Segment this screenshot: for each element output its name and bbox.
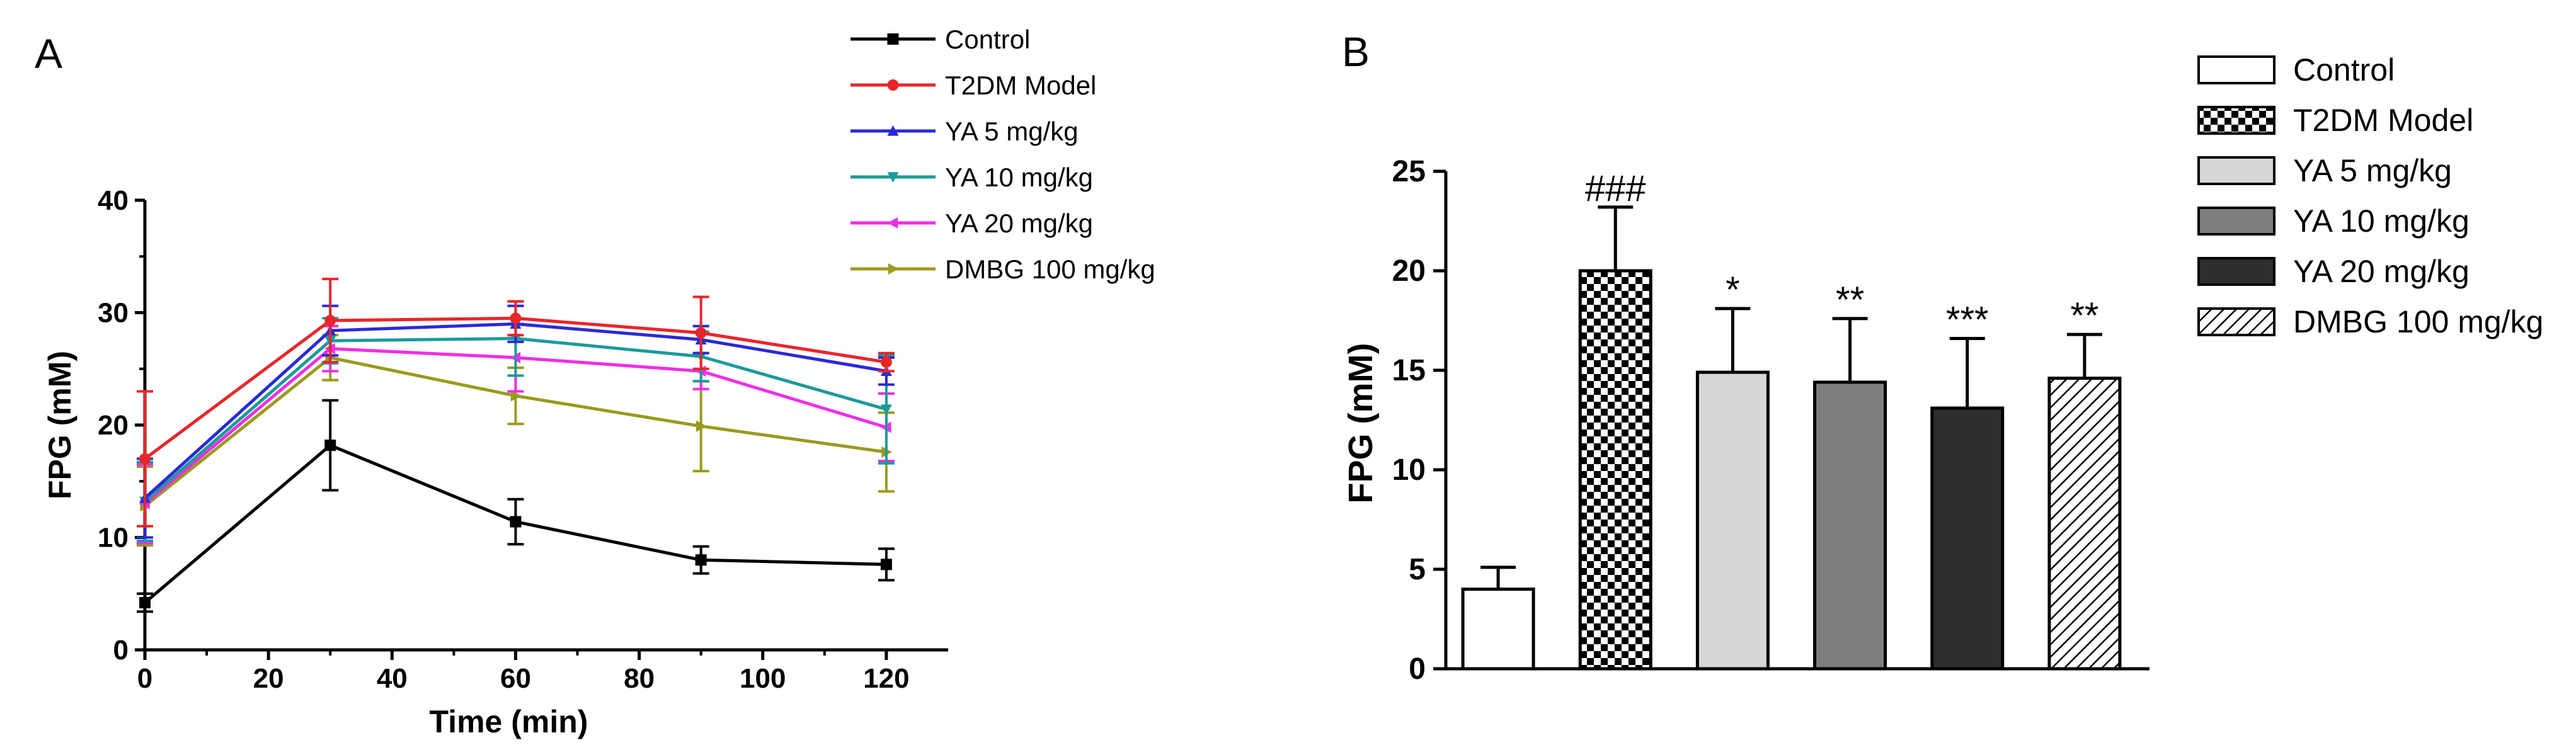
data-point-control xyxy=(695,554,707,566)
data-point-t2dm xyxy=(880,356,892,368)
legend-label: Control xyxy=(2293,52,2395,88)
legend-label: YA 5 mg/kg xyxy=(2293,153,2452,188)
legend-label: YA 20 mg/kg xyxy=(945,208,1093,238)
bar-group: * xyxy=(1695,270,1770,671)
bar-group: ### xyxy=(1578,168,1652,671)
y-axis-title: FPG (mM) xyxy=(42,351,77,499)
legend-entry: YA 10 mg/kg xyxy=(2197,203,2470,239)
legend-entry: YA 20 mg/kg xyxy=(850,208,1093,238)
data-point-dmbg xyxy=(510,390,522,402)
data-point-t2dm xyxy=(324,314,336,326)
bar xyxy=(1461,588,1535,671)
data-point-dmbg xyxy=(696,420,707,432)
bar xyxy=(1813,380,1887,671)
bar-group xyxy=(1461,565,1535,671)
x-tick-label: 0 xyxy=(137,663,152,694)
significance-label: ** xyxy=(2070,295,2098,336)
bar xyxy=(1930,406,2005,671)
data-point-control xyxy=(324,440,336,452)
x-tick-label: 80 xyxy=(624,663,655,694)
y-tick-label: 15 xyxy=(1392,354,1426,387)
significance-label: ### xyxy=(1585,168,1646,209)
legend-entry: Control xyxy=(850,25,1030,54)
legend-label: YA 20 mg/kg xyxy=(2293,254,2470,289)
legend-marker xyxy=(887,79,899,91)
y-tick-label: 40 xyxy=(98,185,129,216)
legend-swatch xyxy=(2197,207,2275,236)
panel-b-letter: B xyxy=(1342,28,1370,75)
y-tick-label: 25 xyxy=(1392,155,1426,188)
series-t2dm xyxy=(137,277,895,528)
legend-swatch xyxy=(2197,156,2275,185)
panel-a-letter: A xyxy=(35,30,62,77)
legend-entry: T2DM Model xyxy=(2197,103,2473,138)
data-point-t2dm xyxy=(139,453,151,465)
bar xyxy=(1695,370,1770,671)
significance-label: *** xyxy=(1946,299,1989,340)
panel-a-line-chart: 0 10 20 30 40 0 20 40 60 80 100 120 Time (min) FPG (m… xyxy=(42,25,1155,739)
legend-swatch xyxy=(2197,106,2275,135)
data-point-control xyxy=(510,516,522,528)
legend-entry: Control xyxy=(2197,52,2395,88)
bar-group: *** xyxy=(1930,299,2005,671)
y-tick-label: 20 xyxy=(98,410,129,441)
legend-entry: YA 5 mg/kg xyxy=(2197,153,2452,188)
data-point-t2dm xyxy=(510,312,522,324)
x-tick-label: 120 xyxy=(863,663,909,694)
legend-entry: YA 10 mg/kg xyxy=(850,162,1093,192)
bar xyxy=(2047,377,2122,671)
x-tick-label: 100 xyxy=(740,663,786,694)
bar-group: ** xyxy=(1813,280,1887,671)
legend-label: DMBG 100 mg/kg xyxy=(945,254,1155,284)
data-point-control xyxy=(139,597,151,609)
legend-swatch xyxy=(2197,55,2275,84)
data-point-control xyxy=(880,559,892,571)
legend-entry: T2DM Model xyxy=(850,71,1096,100)
legend-entry: YA 20 mg/kg xyxy=(2197,254,2470,289)
legend-marker xyxy=(887,172,899,183)
y-tick-label: 10 xyxy=(98,523,129,554)
bar xyxy=(1578,269,1652,671)
legend-label: YA 5 mg/kg xyxy=(945,116,1079,146)
legend-swatch xyxy=(2197,257,2275,286)
y-axis-title: FPG (mM) xyxy=(1342,343,1380,504)
significance-label: * xyxy=(1726,270,1740,310)
y-tick-label: 10 xyxy=(1392,453,1426,487)
bar-group: ** xyxy=(2047,295,2122,671)
legend-swatch xyxy=(2197,307,2275,336)
legend-marker xyxy=(887,33,899,45)
legend-entry: DMBG 100 mg/kg xyxy=(850,254,1155,284)
series-control xyxy=(137,399,895,613)
legend-label: T2DM Model xyxy=(2293,103,2473,138)
significance-label: ** xyxy=(1836,280,1864,321)
legend-marker xyxy=(887,217,898,229)
data-point-t2dm xyxy=(695,327,707,339)
y-tick-label: 5 xyxy=(1409,553,1426,586)
y-tick-label: 0 xyxy=(113,635,129,666)
legend-marker xyxy=(887,125,899,136)
legend-marker xyxy=(888,263,899,275)
x-axis-title: Time (min) xyxy=(430,704,588,739)
legend-label: T2DM Model xyxy=(945,71,1096,100)
legend-label: DMBG 100 mg/kg xyxy=(2293,304,2543,339)
legend-entry: DMBG 100 mg/kg xyxy=(2197,304,2543,339)
legend-label: YA 10 mg/kg xyxy=(945,162,1093,192)
legend-label: YA 10 mg/kg xyxy=(2293,203,2470,239)
x-tick-label: 40 xyxy=(377,663,408,694)
x-tick-label: 20 xyxy=(253,663,284,694)
y-tick-label: 0 xyxy=(1409,652,1426,686)
legend-label: Control xyxy=(945,25,1030,54)
data-point-ya10 xyxy=(880,404,892,416)
y-tick-label: 30 xyxy=(98,298,129,329)
x-tick-label: 60 xyxy=(500,663,531,694)
y-tick-label: 20 xyxy=(1392,254,1426,288)
legend-entry: YA 5 mg/kg xyxy=(850,116,1079,146)
